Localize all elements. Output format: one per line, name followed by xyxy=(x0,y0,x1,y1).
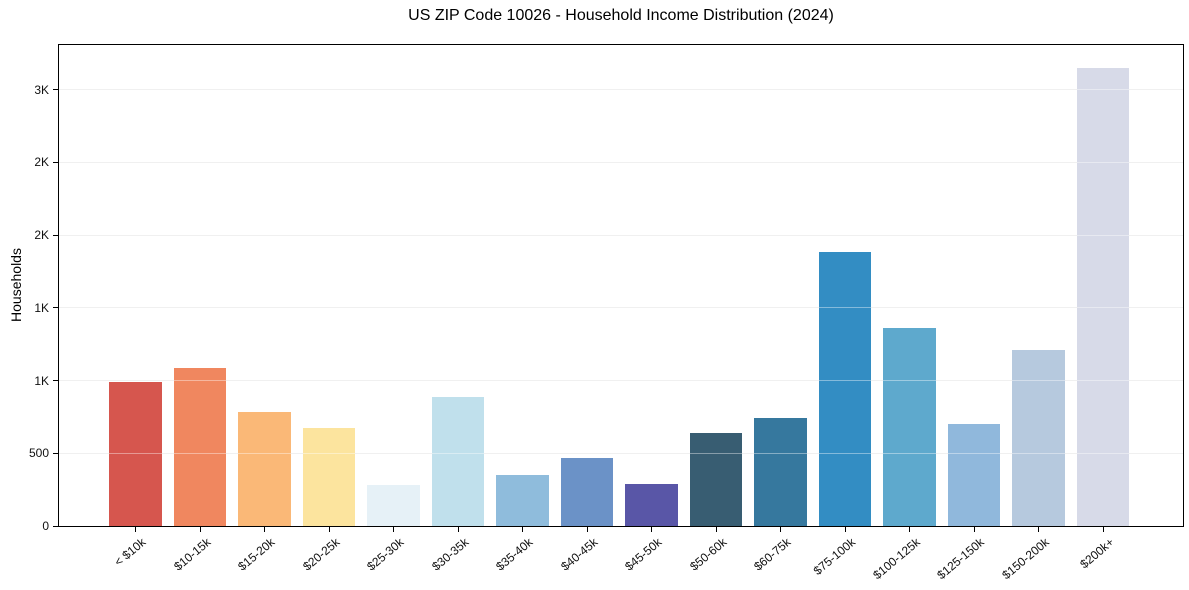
bar xyxy=(689,432,743,526)
bar xyxy=(302,427,356,526)
bar xyxy=(560,458,614,526)
bar xyxy=(173,367,227,526)
x-tick-label: $100-125k xyxy=(870,535,923,583)
plot-area xyxy=(58,44,1184,527)
gridline-overlay xyxy=(59,89,1183,91)
y-tick-label: 1K xyxy=(34,373,49,388)
x-tick-label: < $10k xyxy=(111,535,149,570)
y-tick-mark xyxy=(53,525,58,527)
y-tick-label: 500 xyxy=(28,446,49,461)
y-tick-mark xyxy=(53,380,58,382)
x-tick-mark xyxy=(1102,527,1104,532)
x-tick-label: $40-45k xyxy=(557,535,601,574)
x-tick-mark xyxy=(264,527,266,532)
bar xyxy=(1012,350,1065,526)
x-tick-label: $10-15k xyxy=(170,535,214,574)
y-tick-label: 1K xyxy=(34,300,49,315)
x-tick-label: $125-150k xyxy=(934,535,988,583)
bar xyxy=(496,475,549,526)
y-tick-mark xyxy=(53,452,58,454)
x-tick-label: $15-20k xyxy=(235,535,278,574)
bar xyxy=(431,397,485,526)
gridline xyxy=(59,234,1183,236)
x-tick-mark xyxy=(199,527,201,532)
gridline-overlay xyxy=(59,452,1183,454)
x-tick-mark xyxy=(135,527,137,532)
x-tick-mark xyxy=(651,527,653,532)
gridline-overlay xyxy=(59,307,1183,309)
x-tick-label: $25-30k xyxy=(364,535,407,574)
x-tick-label: $200k+ xyxy=(1076,535,1117,572)
x-tick-label: $150-200k xyxy=(999,535,1052,583)
y-tick-mark xyxy=(53,307,58,309)
bar xyxy=(818,251,872,526)
y-tick-mark xyxy=(53,161,58,163)
x-tick-mark xyxy=(586,527,588,532)
gridline xyxy=(59,162,1183,163)
x-tick-label: $45-50k xyxy=(622,535,665,574)
x-tick-label: $30-35k xyxy=(428,535,472,574)
x-tick-mark xyxy=(909,527,911,532)
gridline xyxy=(59,452,1183,454)
bar xyxy=(238,411,291,526)
gridline-overlay xyxy=(59,380,1183,382)
gridline xyxy=(59,89,1183,91)
bar xyxy=(367,485,420,526)
bars-layer xyxy=(59,45,1183,526)
x-tick-mark xyxy=(715,527,717,532)
chart-title: US ZIP Code 10026 - Household Income Dis… xyxy=(408,7,834,24)
gridlines-over-layer xyxy=(59,45,1183,526)
x-tick-mark xyxy=(844,527,846,532)
y-tick-label: 0 xyxy=(42,519,49,533)
x-tick-mark xyxy=(780,527,782,532)
bar xyxy=(1076,67,1130,526)
y-tick-label: 2K xyxy=(34,155,49,170)
y-tick-mark xyxy=(53,89,58,91)
x-tick-label: $20-25k xyxy=(299,535,343,574)
x-tick-mark xyxy=(393,527,395,532)
x-tick-mark xyxy=(457,527,459,532)
x-tick-label: $35-40k xyxy=(493,535,536,574)
bar xyxy=(947,424,1001,526)
x-tick-mark xyxy=(522,527,524,532)
x-tick-mark xyxy=(1038,527,1040,532)
gridline xyxy=(59,380,1183,382)
bar xyxy=(883,327,936,526)
x-tick-label: $60-75k xyxy=(751,535,794,574)
y-tick-mark xyxy=(53,234,58,236)
gridline xyxy=(59,307,1183,309)
x-tick-mark xyxy=(328,527,330,532)
x-tick-label: $75-100k xyxy=(810,535,859,578)
x-tick-mark xyxy=(973,527,975,532)
gridline-overlay xyxy=(59,162,1183,163)
gridlines-under-layer xyxy=(59,45,1183,526)
y-tick-label: 3K xyxy=(34,82,49,97)
bar xyxy=(754,417,807,526)
bar xyxy=(109,382,162,526)
x-tick-label: $50-60k xyxy=(686,535,730,574)
gridline-overlay xyxy=(59,234,1183,236)
bar xyxy=(625,483,678,526)
y-tick-label: 2K xyxy=(34,228,49,243)
